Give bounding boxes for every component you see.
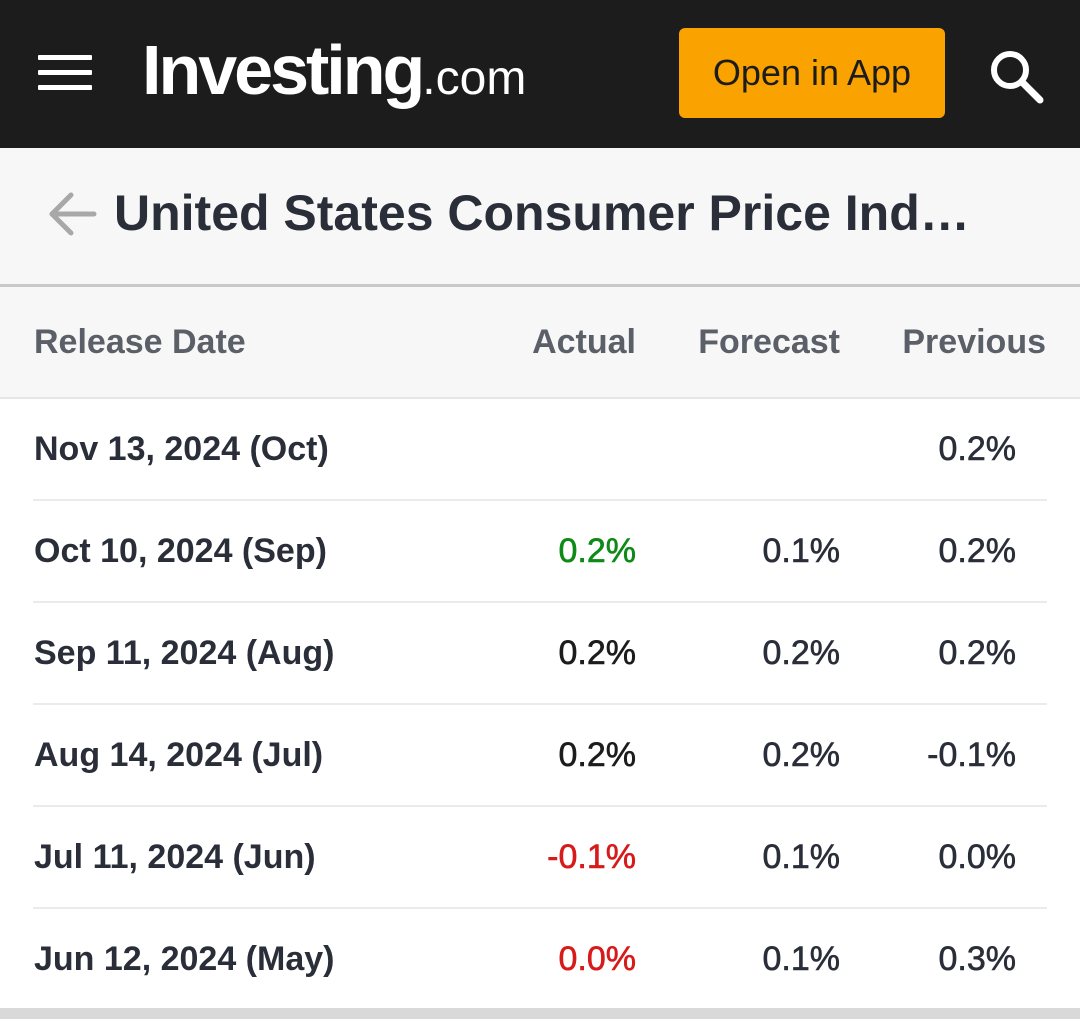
column-header-previous[interactable]: Previous (902, 323, 1046, 361)
table-row: Nov 13, 2024 (Oct) 0.2% (0, 399, 1080, 501)
table-row: Sep 11, 2024 (Aug) 0.2% 0.2% 0.2% (0, 603, 1080, 705)
actual-value-cell: 0.2% (558, 736, 636, 775)
release-date-cell: Aug 14, 2024 (Jul) (34, 736, 324, 774)
previous-value-cell: 0.2% (938, 532, 1016, 571)
previous-value-cell: 0.2% (938, 430, 1016, 469)
row-divider (33, 601, 1047, 603)
page-title: United States Consumer Price Ind… (114, 185, 970, 241)
investing-logo[interactable]: Investing.com (142, 30, 526, 110)
previous-value-cell: -0.1% (927, 736, 1016, 775)
logo-main-text: Investing (142, 31, 425, 109)
row-divider (33, 805, 1047, 807)
forecast-value-cell: 0.1% (762, 532, 840, 571)
table-body: Nov 13, 2024 (Oct) 0.2% Oct 10, 2024 (Se… (0, 399, 1080, 1011)
table-row: Aug 14, 2024 (Jul) 0.2% 0.2% -0.1% (0, 705, 1080, 807)
top-navigation-bar: Investing.com Open in App (0, 0, 1080, 148)
table-row: Oct 10, 2024 (Sep) 0.2% 0.1% 0.2% (0, 501, 1080, 603)
bottom-edge-shadow (0, 1008, 1080, 1019)
release-date-cell: Nov 13, 2024 (Oct) (34, 430, 329, 468)
actual-value-cell: -0.1% (547, 838, 636, 877)
forecast-value-cell: 0.1% (762, 838, 840, 877)
forecast-value-cell: 0.1% (762, 940, 840, 979)
logo-suffix-text: .com (422, 52, 527, 105)
actual-value-cell: 0.2% (558, 532, 636, 571)
previous-value-cell: 0.2% (938, 634, 1016, 673)
row-divider (33, 499, 1047, 501)
page-title-bar: United States Consumer Price Ind… (0, 148, 1080, 287)
previous-value-cell: 0.3% (938, 940, 1016, 979)
column-header-release-date[interactable]: Release Date (34, 323, 246, 361)
previous-value-cell: 0.0% (938, 838, 1016, 877)
hamburger-menu-icon[interactable] (38, 55, 92, 91)
table-header: Release Date Actual Forecast Previous (0, 287, 1080, 399)
release-date-cell: Jul 11, 2024 (Jun) (34, 838, 316, 876)
release-date-cell: Sep 11, 2024 (Aug) (34, 634, 335, 672)
row-divider (33, 703, 1047, 705)
column-header-forecast[interactable]: Forecast (698, 323, 840, 361)
search-icon[interactable] (986, 46, 1046, 106)
table-row: Jun 12, 2024 (May) 0.0% 0.1% 0.3% (0, 909, 1080, 1011)
table-row: Jul 11, 2024 (Jun) -0.1% 0.1% 0.0% (0, 807, 1080, 909)
release-date-cell: Jun 12, 2024 (May) (34, 940, 335, 978)
row-divider (33, 907, 1047, 909)
column-header-actual[interactable]: Actual (532, 323, 636, 361)
forecast-value-cell: 0.2% (762, 634, 840, 673)
forecast-value-cell: 0.2% (762, 736, 840, 775)
open-in-app-button[interactable]: Open in App (679, 28, 945, 118)
release-date-cell: Oct 10, 2024 (Sep) (34, 532, 327, 570)
arrow-left-icon[interactable] (46, 188, 98, 240)
actual-value-cell: 0.0% (558, 940, 636, 979)
actual-value-cell: 0.2% (558, 634, 636, 673)
